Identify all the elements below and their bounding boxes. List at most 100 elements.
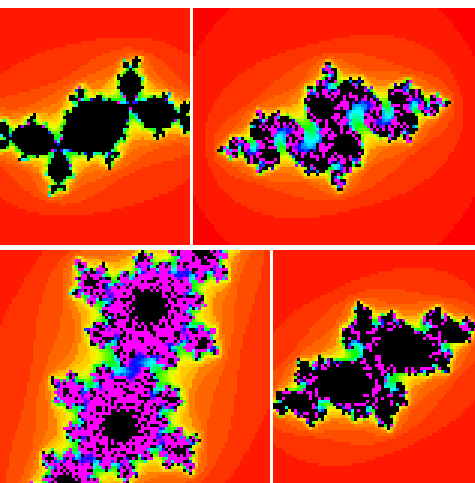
fractal-cell bbox=[138, 92, 141, 95]
fractal-cell bbox=[222, 307, 234, 310]
fractal-cell bbox=[102, 385, 114, 388]
fractal-cell bbox=[90, 403, 111, 406]
fractal-cell bbox=[352, 92, 373, 95]
fractal-cell bbox=[84, 98, 87, 101]
fractal-cell bbox=[141, 268, 144, 271]
fractal-cell bbox=[186, 400, 189, 403]
fractal-cell bbox=[21, 286, 45, 289]
fractal-cell bbox=[193, 53, 196, 56]
fractal-cell bbox=[430, 113, 433, 116]
fractal-cell bbox=[328, 185, 331, 188]
fractal-cell bbox=[216, 259, 219, 262]
fractal-cell bbox=[304, 89, 307, 92]
fractal-cell bbox=[418, 110, 421, 113]
fractal-cell bbox=[189, 176, 190, 179]
fractal-cell bbox=[207, 337, 210, 340]
fractal-cell bbox=[150, 370, 153, 373]
fractal-cell bbox=[367, 137, 379, 140]
fractal-cell bbox=[274, 215, 319, 218]
fractal-cell bbox=[63, 424, 66, 427]
fractal-cell bbox=[66, 191, 69, 194]
fractal-cell bbox=[6, 137, 54, 140]
fractal-cell bbox=[307, 110, 310, 113]
fractal-cell bbox=[51, 185, 66, 188]
fractal-cell bbox=[367, 140, 370, 143]
fractal-cell bbox=[331, 77, 337, 80]
fractal-cell bbox=[208, 116, 229, 119]
fractal-cell bbox=[253, 110, 256, 113]
fractal-cell bbox=[63, 194, 69, 197]
fractal-cell bbox=[84, 436, 87, 439]
fractal-cell bbox=[87, 421, 90, 424]
fractal-cell bbox=[156, 385, 159, 388]
fractal-cell bbox=[192, 379, 201, 382]
fractal-cell bbox=[340, 170, 343, 173]
fractal-cell bbox=[412, 98, 415, 101]
fractal-cell bbox=[45, 382, 48, 385]
fractal-cell bbox=[403, 137, 406, 140]
fractal-cell bbox=[117, 337, 120, 340]
fractal-cell bbox=[39, 212, 93, 215]
fractal-cell bbox=[283, 140, 286, 143]
fractal-cell bbox=[277, 131, 280, 134]
fractal-cell bbox=[394, 35, 463, 38]
fractal-cell bbox=[271, 167, 274, 170]
fractal-cell bbox=[376, 146, 388, 149]
fractal-cell bbox=[198, 331, 207, 334]
fractal-cell bbox=[192, 433, 195, 436]
fractal-cell bbox=[394, 86, 403, 89]
fractal-cell bbox=[102, 346, 105, 349]
fractal-cell bbox=[132, 131, 147, 134]
fractal-cell bbox=[111, 361, 114, 364]
fractal-cell bbox=[346, 95, 349, 98]
fractal-cell bbox=[316, 116, 331, 119]
fractal-cell bbox=[361, 104, 367, 107]
fractal-cell bbox=[193, 146, 205, 149]
fractal-cell bbox=[84, 289, 87, 292]
fractal-cell bbox=[201, 433, 204, 436]
fractal-cell bbox=[373, 92, 376, 95]
fractal-cell bbox=[105, 355, 108, 358]
fractal-cell bbox=[334, 98, 343, 101]
fractal-cell bbox=[30, 367, 45, 370]
fractal-cell bbox=[144, 433, 147, 436]
fractal-cell bbox=[256, 146, 259, 149]
fractal-cell bbox=[165, 340, 174, 343]
fractal-cell bbox=[156, 137, 159, 140]
fractal-cell bbox=[165, 265, 168, 268]
fractal-cell bbox=[424, 98, 427, 101]
fractal-cell bbox=[214, 173, 229, 176]
fractal-cell bbox=[322, 92, 328, 95]
fractal-cell bbox=[253, 143, 256, 146]
fractal-cell bbox=[111, 355, 114, 358]
fractal-cell bbox=[364, 173, 388, 176]
fractal-cell bbox=[123, 268, 126, 271]
fractal-cell bbox=[0, 262, 36, 265]
fractal-cell bbox=[418, 149, 454, 152]
fractal-cell bbox=[352, 188, 367, 191]
fractal-cell bbox=[174, 250, 177, 253]
fractal-cell bbox=[0, 209, 27, 212]
fractal-cell bbox=[334, 113, 340, 116]
fractal-cell bbox=[205, 131, 217, 134]
fractal-cell bbox=[93, 370, 96, 373]
fractal-cell bbox=[156, 259, 162, 262]
fractal-cell bbox=[340, 116, 343, 119]
fractal-cell bbox=[111, 298, 114, 301]
fractal-cell bbox=[448, 125, 463, 128]
fractal-cell bbox=[183, 358, 192, 361]
fractal-cell bbox=[138, 68, 141, 71]
fractal-cell bbox=[150, 92, 153, 95]
fractal-cell bbox=[78, 286, 81, 289]
fractal-cell bbox=[261, 280, 270, 283]
fractal-cell bbox=[126, 122, 129, 125]
fractal-cell bbox=[42, 250, 69, 253]
fractal-cell bbox=[228, 292, 237, 295]
fractal-cell bbox=[141, 349, 150, 352]
fractal-cell bbox=[117, 409, 120, 412]
fractal-cell bbox=[138, 421, 141, 424]
fractal-cell bbox=[102, 292, 105, 295]
fractal-cell bbox=[147, 433, 150, 436]
fractal-cell bbox=[0, 95, 6, 98]
fractal-cell bbox=[150, 418, 156, 421]
